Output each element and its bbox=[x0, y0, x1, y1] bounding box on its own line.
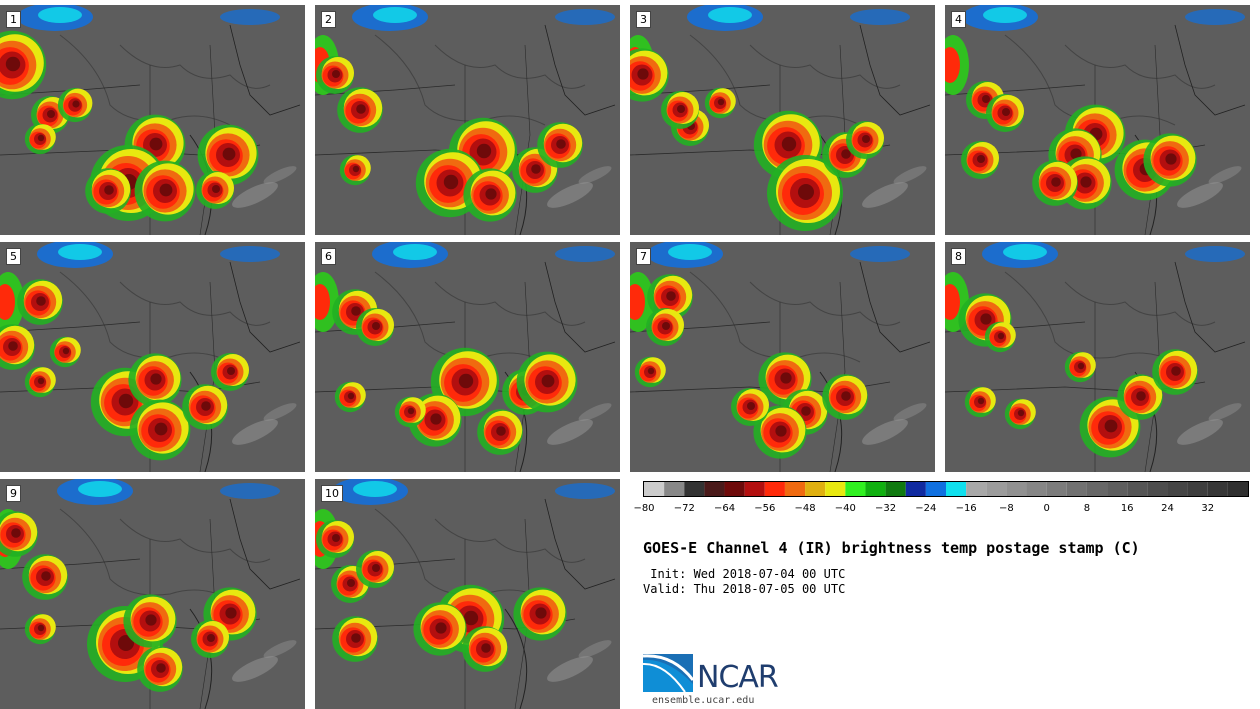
colorbar-segment bbox=[684, 482, 705, 496]
colorbar-segment bbox=[845, 482, 866, 496]
panel-member-label: 8 bbox=[951, 248, 966, 265]
colorbar-segment bbox=[925, 482, 946, 496]
colorbar-tick-label: −24 bbox=[915, 503, 937, 514]
valid-time: Valid: Thu 2018-07-05 00 UTC bbox=[643, 582, 846, 596]
colorbar-segment bbox=[1187, 482, 1208, 496]
colorbar-segment bbox=[724, 482, 745, 496]
ncar-logo-text: NCAR bbox=[697, 660, 779, 695]
colorbar-tick-label: 32 bbox=[1201, 503, 1215, 514]
colorbar-tick-label: −48 bbox=[794, 503, 816, 514]
ensemble-member-panel: 3 bbox=[630, 5, 935, 235]
colorbar-tick-label: −40 bbox=[834, 503, 856, 514]
ensemble-member-panel: 5 bbox=[0, 242, 305, 472]
colorbar-segment bbox=[885, 482, 906, 496]
colorbar-segment bbox=[744, 482, 765, 496]
ensemble-member-panel: 7 bbox=[630, 242, 935, 472]
ensemble-member-panel: 2 bbox=[315, 5, 620, 235]
satellite-ir-map bbox=[630, 242, 935, 472]
ensemble-member-panel: 1 bbox=[0, 5, 305, 235]
panel-member-label: 2 bbox=[321, 11, 336, 28]
temperature-colorbar bbox=[643, 481, 1249, 497]
satellite-ir-map bbox=[315, 242, 620, 472]
panel-member-label: 10 bbox=[321, 485, 343, 502]
colorbar-segment bbox=[1026, 482, 1047, 496]
colorbar-segment bbox=[905, 482, 926, 496]
panel-member-label: 5 bbox=[6, 248, 21, 265]
satellite-ir-map bbox=[945, 242, 1250, 472]
colorbar-tick-label: 16 bbox=[1120, 503, 1134, 514]
colorbar-segment bbox=[966, 482, 987, 496]
colorbar-segment bbox=[704, 482, 725, 496]
ensemble-member-panel: 8 bbox=[945, 242, 1250, 472]
panel-member-label: 3 bbox=[636, 11, 651, 28]
colorbar-segment bbox=[1046, 482, 1067, 496]
colorbar-segment bbox=[1127, 482, 1148, 496]
satellite-ir-map bbox=[0, 5, 305, 235]
satellite-ir-map bbox=[945, 5, 1250, 235]
colorbar-segment bbox=[1167, 482, 1188, 496]
colorbar-tick-label: 8 bbox=[1083, 503, 1091, 514]
panel-member-label: 7 bbox=[636, 248, 651, 265]
colorbar-segment bbox=[1147, 482, 1168, 496]
colorbar-segment bbox=[764, 482, 785, 496]
panel-member-label: 9 bbox=[6, 485, 21, 502]
satellite-ir-map bbox=[0, 479, 305, 709]
colorbar-segment bbox=[1107, 482, 1128, 496]
ensemble-member-panel: 9 bbox=[0, 479, 305, 709]
colorbar-segment bbox=[805, 482, 826, 496]
colorbar-segment bbox=[986, 482, 1007, 496]
colorbar-tick-label: −8 bbox=[999, 503, 1014, 514]
panel-member-label: 1 bbox=[6, 11, 21, 28]
colorbar-segment bbox=[644, 482, 665, 496]
colorbar-segment bbox=[784, 482, 806, 496]
colorbar-segment bbox=[825, 482, 846, 496]
colorbar-tick-label: −80 bbox=[633, 503, 655, 514]
colorbar-segment bbox=[946, 482, 967, 496]
satellite-ir-map bbox=[315, 479, 620, 709]
ensemble-member-panel: 10 bbox=[315, 479, 620, 709]
colorbar-tick-label: −64 bbox=[713, 503, 736, 514]
colorbar-segment bbox=[865, 482, 886, 496]
ncar-logo bbox=[643, 654, 695, 693]
colorbar-tick-label: 0 bbox=[1043, 503, 1050, 514]
colorbar-segment bbox=[1086, 482, 1108, 496]
colorbar-segment bbox=[664, 482, 685, 496]
chart-title: GOES-E Channel 4 (IR) brightness temp po… bbox=[643, 539, 1140, 557]
ensemble-member-panel: 4 bbox=[945, 5, 1250, 235]
colorbar-tick-label: −56 bbox=[754, 503, 776, 514]
ensemble-member-panel: 6 bbox=[315, 242, 620, 472]
colorbar-tick-label: 24 bbox=[1161, 503, 1174, 514]
colorbar-tick-label: −72 bbox=[673, 503, 695, 514]
logo-url: ensemble.ucar.edu bbox=[652, 695, 755, 706]
colorbar-tick-label: −16 bbox=[955, 503, 977, 514]
panel-member-label: 6 bbox=[321, 248, 336, 265]
satellite-ir-map bbox=[315, 5, 620, 235]
init-time: Init: Wed 2018-07-04 00 UTC bbox=[643, 567, 846, 581]
colorbar-tick-label: −32 bbox=[875, 503, 897, 514]
panel-member-label: 4 bbox=[951, 11, 966, 28]
colorbar-segment bbox=[1227, 482, 1248, 496]
colorbar-segment bbox=[1006, 482, 1027, 496]
satellite-ir-map bbox=[0, 242, 305, 472]
satellite-ir-map bbox=[630, 5, 935, 235]
colorbar-segment bbox=[1066, 482, 1087, 496]
colorbar-segment bbox=[1207, 482, 1228, 496]
